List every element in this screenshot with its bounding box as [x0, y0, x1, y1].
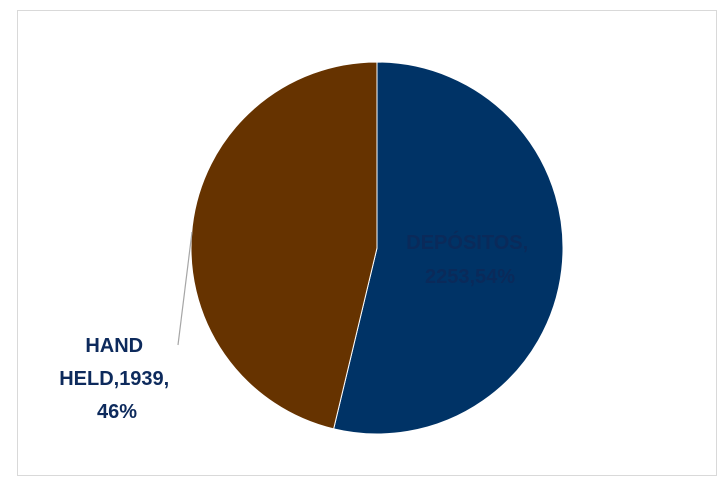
- slice-label-hand-held: HAND HELD,1939, 46%: [59, 335, 175, 423]
- slice-label-depositos-line1: DEPÓSITOS,: [406, 230, 528, 254]
- slice-label-hand-held-line3: 46%: [97, 401, 137, 423]
- slice-label-depositos: DEPÓSITOS, 2253,54%: [406, 230, 533, 288]
- slice-label-depositos-line2: 2253,54%: [425, 266, 515, 288]
- leader-line: [177, 231, 193, 346]
- slice-label-hand-held-line1: HAND: [85, 335, 143, 357]
- pie-slice-dep-sitos: [333, 61, 564, 435]
- pie-slice-hand-held: [190, 61, 378, 430]
- slice-label-hand-held-line2: HELD,1939,: [59, 368, 169, 390]
